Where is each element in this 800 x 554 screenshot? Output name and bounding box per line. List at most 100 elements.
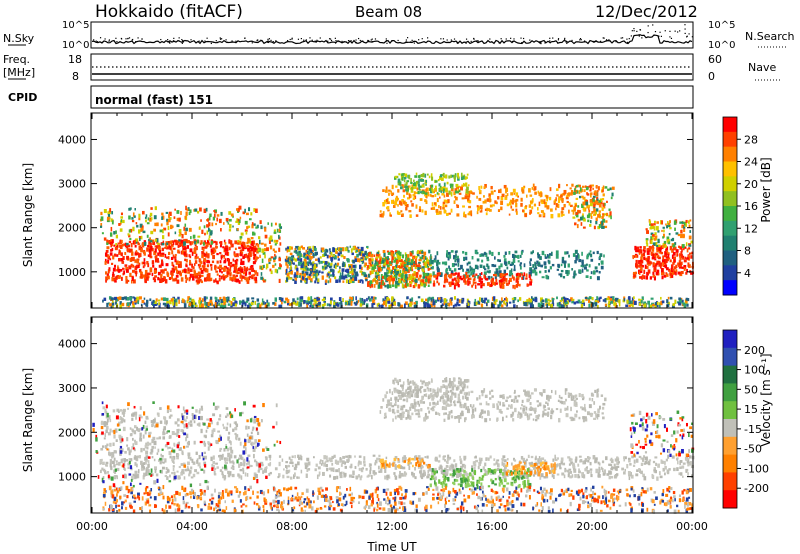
data-cell	[556, 473, 560, 476]
data-cell	[115, 299, 118, 303]
freq-panel: Freq. [MHz] 18 8 60 0 Nave	[3, 53, 780, 83]
data-cell	[238, 205, 242, 210]
data-cell	[290, 246, 293, 250]
data-cell	[581, 195, 584, 199]
data-cell	[564, 251, 567, 255]
data-cell	[143, 302, 146, 305]
data-cell	[220, 211, 223, 216]
noise-dot	[456, 41, 458, 43]
data-cell	[194, 244, 197, 247]
data-cell	[201, 303, 204, 308]
data-cell	[558, 462, 562, 468]
data-cell	[460, 469, 464, 472]
data-cell	[194, 208, 198, 212]
data-cell	[674, 242, 677, 246]
data-cell	[194, 240, 196, 245]
data-cell	[286, 248, 289, 253]
noise-dot	[385, 38, 387, 40]
data-cell	[455, 183, 459, 188]
data-cell	[438, 272, 442, 275]
data-cell	[574, 204, 577, 207]
data-cell	[206, 239, 210, 244]
noise-dot	[355, 39, 357, 41]
power-y-axis-label: Slant Range [km]	[21, 163, 35, 267]
data-cell	[464, 195, 468, 200]
data-cell	[415, 455, 418, 460]
data-cell	[529, 261, 531, 264]
data-cell	[483, 252, 487, 255]
data-cell	[242, 211, 246, 215]
data-cell	[165, 297, 169, 302]
data-cell	[383, 262, 386, 266]
data-cell	[111, 240, 114, 244]
data-cell	[431, 296, 435, 300]
data-cell	[436, 266, 439, 269]
data-cell	[214, 304, 218, 309]
noise-dot	[260, 39, 262, 41]
data-cell	[522, 209, 525, 213]
data-cell	[538, 214, 542, 218]
data-cell	[156, 238, 159, 243]
data-cell	[293, 274, 296, 278]
data-cell	[172, 297, 175, 302]
data-cell	[540, 301, 543, 306]
data-cell	[450, 301, 453, 306]
data-cell	[409, 252, 413, 257]
data-cell	[433, 280, 436, 284]
data-cell	[661, 229, 663, 232]
data-cell	[148, 238, 151, 242]
data-cell	[663, 271, 665, 276]
data-cell	[290, 270, 293, 275]
data-cell	[113, 457, 116, 461]
data-cell	[675, 232, 679, 235]
data-cell	[246, 244, 250, 248]
data-cell	[304, 260, 307, 265]
data-cell	[383, 462, 386, 467]
data-cell	[263, 264, 265, 269]
data-cell	[593, 204, 596, 208]
data-cell	[668, 268, 671, 272]
noise-dot	[315, 41, 317, 43]
data-cell	[520, 197, 523, 202]
data-cell	[445, 470, 449, 475]
data-cell	[418, 208, 422, 213]
data-cell	[585, 275, 589, 279]
data-cell	[240, 277, 243, 282]
data-cell	[126, 249, 129, 252]
data-cell	[346, 300, 350, 306]
data-cell	[352, 278, 355, 282]
data-cell	[589, 224, 592, 227]
noise-dot	[226, 41, 228, 44]
data-cell	[340, 275, 344, 280]
data-cell	[352, 264, 356, 268]
data-cell	[198, 299, 201, 304]
data-cell	[445, 272, 449, 275]
data-cell	[359, 303, 363, 307]
data-cell	[523, 263, 526, 268]
data-cell	[570, 189, 574, 195]
data-cell	[190, 476, 194, 479]
data-cell	[149, 212, 153, 217]
data-cell	[590, 192, 593, 196]
data-cell	[268, 258, 271, 262]
data-cell	[348, 278, 352, 284]
data-cell	[402, 466, 406, 470]
data-cell	[134, 251, 138, 256]
data-cell	[150, 230, 154, 235]
data-cell	[486, 259, 490, 262]
data-cell	[133, 215, 136, 218]
noise-dot	[599, 40, 602, 42]
data-cell	[242, 271, 246, 275]
data-cell	[529, 273, 532, 277]
y-tick-label: 1000	[58, 266, 86, 279]
data-cell	[402, 263, 405, 268]
data-cell	[136, 258, 140, 261]
data-cell	[486, 207, 488, 212]
data-cell	[127, 248, 130, 253]
data-cell	[292, 262, 295, 265]
data-cell	[247, 255, 249, 258]
data-cell	[403, 455, 407, 459]
data-cell	[686, 257, 689, 260]
data-cell	[299, 258, 303, 262]
data-cell	[627, 457, 631, 460]
